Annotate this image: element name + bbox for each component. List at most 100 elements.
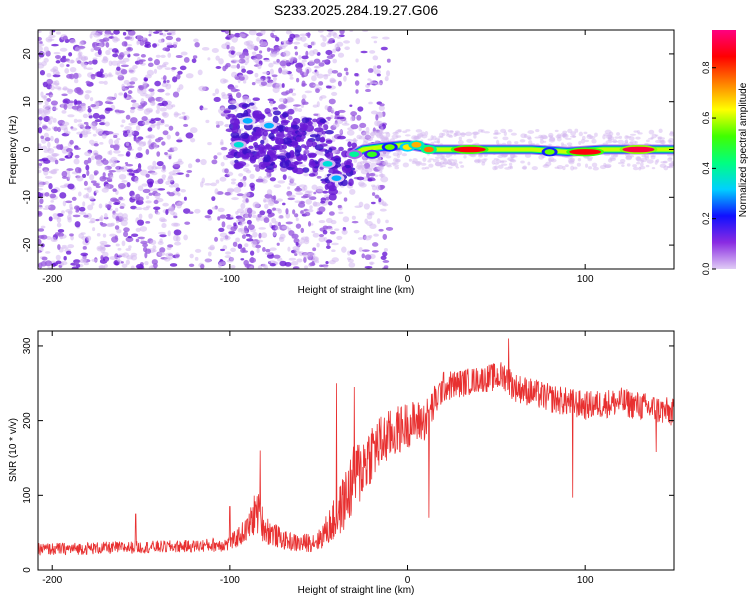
noise-point [274, 226, 281, 230]
noise-point [240, 258, 245, 261]
noise-point [147, 140, 151, 146]
noise-point [318, 234, 325, 238]
noise-point [382, 260, 390, 263]
noise-point [89, 33, 93, 39]
noise-point [251, 82, 256, 86]
noise-point [334, 43, 340, 50]
noise-point [376, 65, 382, 69]
signal-cluster-point [328, 168, 336, 174]
noise-point [331, 91, 338, 96]
noise-point [562, 133, 566, 138]
noise-point [67, 210, 73, 214]
noise-point [112, 133, 120, 136]
noise-point [38, 30, 42, 34]
noise-point [133, 138, 142, 142]
noise-point [113, 30, 120, 35]
noise-point [245, 40, 254, 45]
noise-point [228, 94, 233, 101]
noise-point [220, 106, 225, 110]
noise-point [285, 60, 290, 64]
noise-point [238, 75, 245, 81]
noise-point [98, 42, 103, 48]
noise-point [272, 107, 278, 110]
noise-point [162, 47, 170, 52]
noise-point [108, 47, 113, 51]
noise-point [174, 113, 182, 116]
noise-point [224, 30, 230, 35]
noise-point [341, 122, 350, 126]
noise-point [204, 182, 212, 186]
noise-point [194, 42, 200, 48]
noise-point [272, 207, 277, 211]
noise-point [271, 30, 276, 33]
noise-point [329, 230, 336, 235]
noise-point [85, 192, 90, 199]
noise-point [153, 187, 159, 191]
noise-point [215, 55, 220, 61]
noise-point [59, 63, 65, 68]
noise-point [130, 77, 138, 82]
noise-point [369, 223, 377, 230]
noise-point [48, 216, 53, 222]
noise-point [331, 107, 335, 114]
noise-point [337, 116, 345, 120]
noise-point [378, 105, 385, 111]
noise-point [85, 128, 91, 133]
noise-point [131, 233, 139, 238]
noise-point [186, 169, 193, 173]
signal-cluster-point [263, 154, 271, 163]
noise-point [43, 46, 49, 53]
noise-point [83, 121, 89, 125]
noise-point [268, 62, 274, 68]
noise-point [527, 137, 532, 141]
noise-point [520, 133, 527, 139]
noise-point [434, 156, 441, 160]
noise-point [240, 202, 246, 209]
noise-point [370, 110, 378, 115]
noise-point [44, 192, 50, 197]
noise-point [439, 161, 445, 165]
noise-point [72, 214, 81, 218]
noise-point [624, 140, 629, 144]
noise-point [110, 32, 114, 36]
noise-point [343, 67, 349, 72]
noise-point [86, 67, 94, 71]
noise-point [114, 225, 120, 230]
noise-point [195, 158, 201, 163]
noise-point [584, 139, 590, 143]
noise-point [127, 90, 133, 95]
noise-point [108, 72, 112, 77]
noise-point [90, 48, 94, 52]
noise-point [226, 213, 231, 217]
noise-point [299, 33, 307, 37]
noise-point [322, 35, 327, 42]
noise-point [278, 215, 284, 220]
noise-point [231, 71, 238, 78]
signal-cluster-point [309, 134, 319, 138]
noise-point [125, 248, 132, 252]
noise-point [371, 242, 379, 247]
noise-point [53, 86, 62, 90]
noise-point [242, 80, 247, 84]
noise-point [147, 62, 154, 68]
noise-point [255, 178, 264, 183]
snr-frame [37, 330, 675, 571]
noise-point [48, 116, 54, 120]
noise-point [392, 131, 399, 136]
noise-point [506, 140, 512, 146]
noise-point [117, 72, 123, 78]
noise-point [241, 234, 246, 239]
noise-point [365, 88, 371, 93]
noise-point [104, 213, 108, 219]
noise-point [255, 216, 261, 221]
noise-point [164, 151, 168, 155]
noise-point [450, 161, 456, 167]
noise-point [155, 211, 161, 215]
noise-point [307, 221, 312, 227]
noise-point [98, 81, 105, 84]
noise-point [112, 159, 118, 165]
noise-point [61, 110, 67, 114]
noise-point [273, 254, 281, 259]
noise-point [218, 227, 225, 233]
noise-point [393, 157, 398, 163]
